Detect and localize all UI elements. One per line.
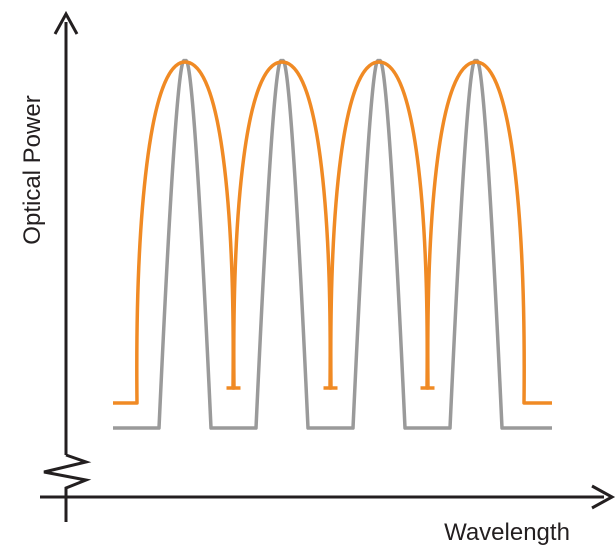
narrow-spectrum-curve: [113, 58, 552, 430]
x-axis-arrowhead: [591, 484, 616, 510]
y-axis: [43, 10, 92, 522]
wide-spectrum-curve: [113, 60, 552, 405]
axis-break-zigzag: [43, 453, 92, 522]
wide-spectrum: [113, 60, 552, 405]
x-axis-label: Wavelength: [444, 519, 570, 545]
x-axis: [40, 484, 616, 510]
y-axis-arrowhead: [53, 10, 79, 35]
y-axis-label: Optical Power: [19, 95, 46, 244]
